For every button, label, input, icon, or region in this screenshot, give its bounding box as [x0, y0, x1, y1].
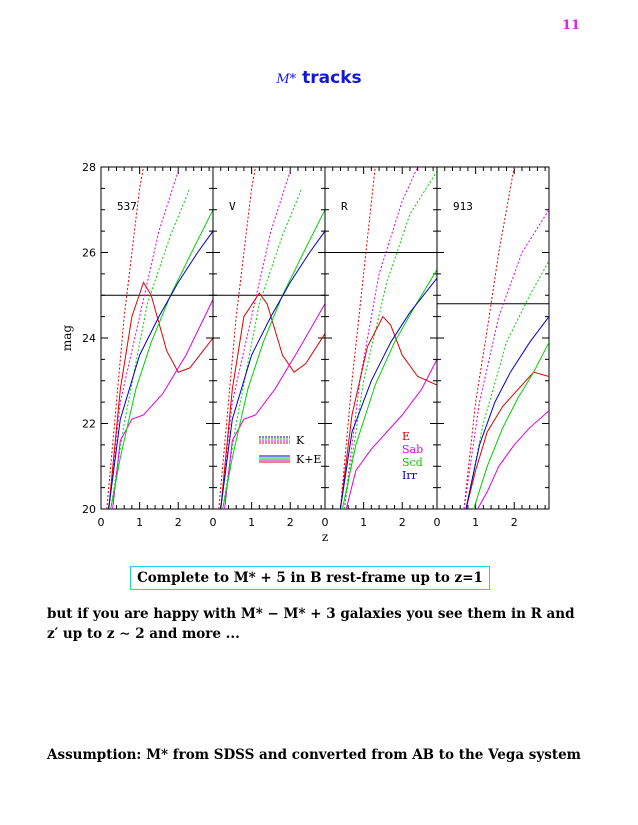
title-symbol: M*	[276, 72, 297, 87]
series-scd-dotted	[465, 260, 549, 509]
legend-type-sab: Sab	[402, 443, 423, 456]
panel-3: 0 1 2 R	[322, 166, 438, 529]
series-irr-solid	[220, 230, 325, 509]
panel-label: R	[341, 200, 348, 213]
x-tick-label: 0	[322, 516, 329, 529]
series-e-solid	[465, 371, 549, 509]
panel-4: 0 1 2 913	[434, 166, 550, 529]
series-sab-dotted	[463, 209, 549, 509]
series-e-solid	[339, 315, 437, 509]
y-tick-label: 28	[82, 161, 96, 174]
panel-series	[106, 167, 213, 509]
mstar-tracks-chart: 0 1 2 537 0 1 2 V 0 1 2 R 0 1 2 913 20 22 24 26 28 mag z K K+E ES…	[60, 161, 550, 544]
panel-series	[463, 167, 549, 509]
x-tick-label: 1	[136, 516, 143, 529]
style-legend: K K+E	[259, 434, 321, 466]
series-scd-solid	[222, 209, 325, 509]
title-word: tracks	[302, 68, 362, 88]
series-scd-dotted	[110, 188, 191, 509]
series-irr-solid	[108, 230, 213, 509]
x-tick-label: 1	[360, 516, 367, 529]
completeness-box: Complete to M* + 5 in B rest-frame up to…	[130, 566, 490, 590]
page-title: M* tracks	[0, 68, 638, 88]
x-tick-label: 2	[175, 516, 182, 529]
x-tick-label: 0	[434, 516, 441, 529]
panel-label: 913	[453, 200, 473, 213]
y-tick-label: 26	[82, 247, 96, 260]
x-tick-label: 2	[511, 516, 518, 529]
series-scd-solid	[110, 209, 213, 509]
panel-label: V	[229, 200, 236, 213]
y-tick-label: 22	[82, 418, 96, 431]
legend-style-label: K	[296, 434, 305, 447]
series-e-dotted	[463, 167, 515, 509]
legend-style-label: K+E	[296, 453, 321, 466]
series-sab-solid	[345, 359, 437, 509]
summary-paragraph: but if you are happy with M* − M* + 3 ga…	[47, 606, 575, 642]
series-sab-dotted	[108, 171, 179, 509]
x-tick-label: 0	[98, 516, 105, 529]
series-scd-solid	[341, 269, 437, 509]
series-e-dotted	[218, 167, 256, 509]
page-number: 11	[562, 18, 581, 33]
series-sab-solid	[112, 299, 213, 509]
x-tick-label: 1	[472, 516, 479, 529]
x-axis-label: z	[322, 530, 328, 544]
y-axis-label: mag	[60, 325, 74, 352]
series-e-dotted	[106, 167, 144, 509]
series-irr-solid	[339, 277, 437, 509]
x-tick-label: 2	[287, 516, 294, 529]
panel-1: 0 1 2 537	[98, 166, 214, 529]
series-scd-dotted	[343, 171, 437, 509]
assumption-note: Assumption: M* from SDSS and converted f…	[47, 747, 581, 763]
panel-frame	[100, 166, 214, 510]
series-scd-dotted	[222, 188, 303, 509]
series-e-solid	[108, 281, 213, 509]
y-tick-label: 24	[82, 332, 96, 345]
x-tick-label: 2	[399, 516, 406, 529]
panel-2: 0 1 2 V	[210, 166, 326, 529]
series-sab-dotted	[343, 167, 419, 509]
legend-type-scd: Scd	[402, 456, 423, 469]
panel-series	[339, 167, 437, 509]
x-tick-label: 0	[210, 516, 217, 529]
series-sab-solid	[477, 410, 549, 509]
legend-type-irr: Irr	[402, 469, 418, 482]
x-tick-label: 1	[248, 516, 255, 529]
series-scd-solid	[473, 342, 549, 509]
series-sab-solid	[224, 303, 325, 509]
series-e-solid	[220, 292, 325, 509]
panel-series	[218, 167, 325, 509]
panel-label: 537	[117, 200, 137, 213]
series-irr-solid	[465, 316, 549, 509]
panel-frame	[436, 166, 550, 510]
legend-type-e: E	[402, 430, 410, 443]
series-e-dotted	[339, 167, 376, 509]
y-tick-label: 20	[82, 503, 96, 516]
